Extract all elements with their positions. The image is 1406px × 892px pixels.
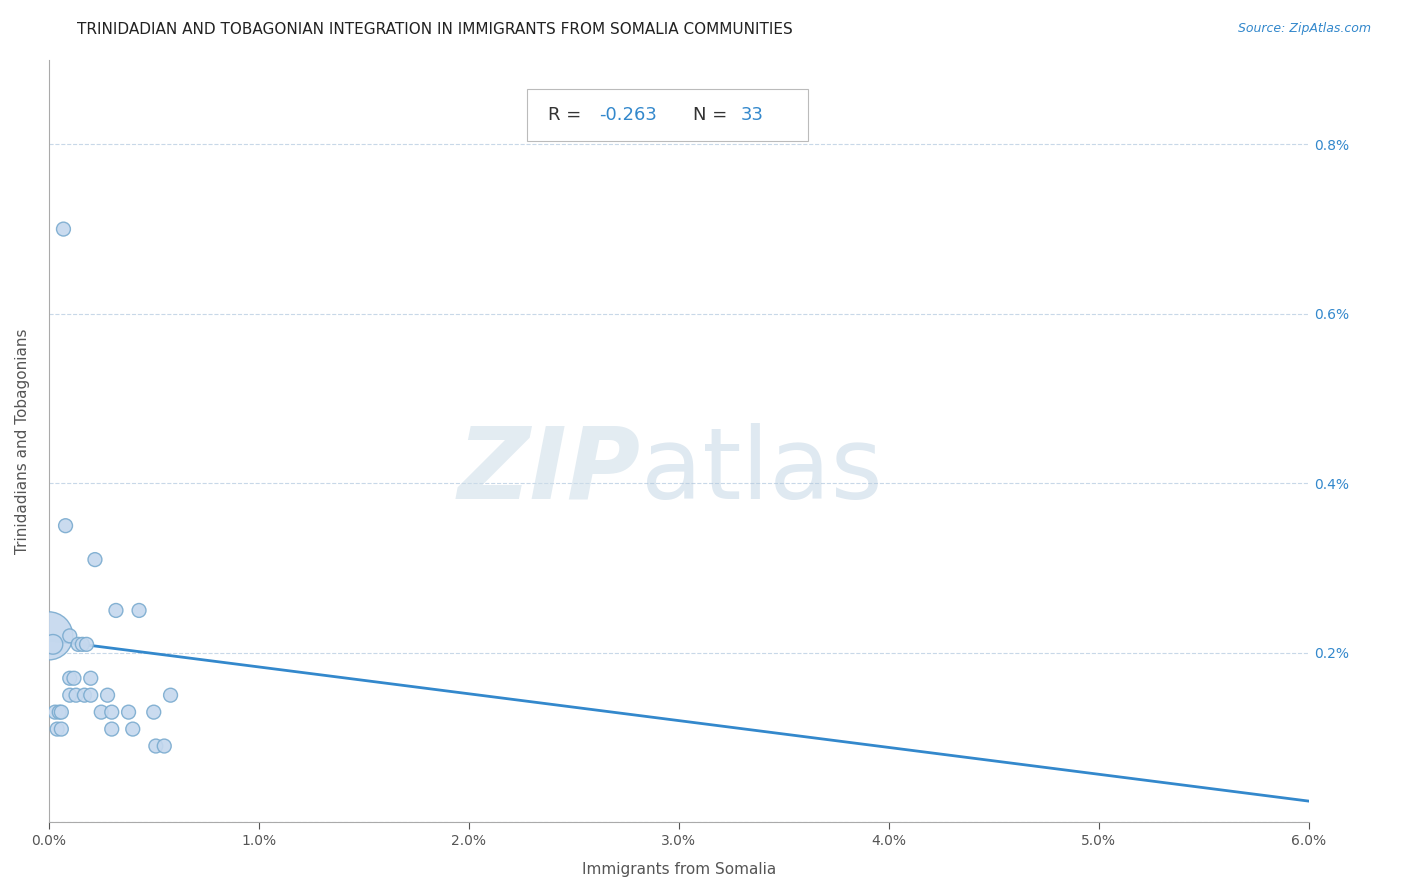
Point: [55, 518, 77, 533]
Point: [59, 688, 82, 702]
Point: [52, 222, 75, 236]
Point: [104, 603, 127, 617]
Point: [51, 722, 73, 736]
Text: TRINIDADIAN AND TOBAGONIAN INTEGRATION IN IMMIGRANTS FROM SOMALIA COMMUNITIES: TRINIDADIAN AND TOBAGONIAN INTEGRATION I…: [77, 22, 793, 37]
Point: [73, 688, 96, 702]
Point: [48, 705, 70, 719]
Point: [80, 688, 103, 702]
Text: -0.263: -0.263: [599, 106, 657, 124]
Point: [80, 671, 103, 685]
Text: R =: R =: [548, 106, 588, 124]
Point: [59, 629, 82, 643]
Point: [44, 705, 66, 719]
Text: Source: ZipAtlas.com: Source: ZipAtlas.com: [1237, 22, 1371, 36]
Point: [51, 705, 73, 719]
Point: [159, 688, 181, 702]
Point: [117, 705, 139, 719]
Point: [128, 603, 150, 617]
Point: [153, 739, 176, 753]
Point: [76, 637, 98, 651]
Point: [72, 637, 94, 651]
Point: [67, 637, 90, 651]
Text: 33: 33: [741, 106, 763, 124]
Point: [100, 722, 122, 736]
Point: [42, 637, 65, 651]
Point: [142, 705, 165, 719]
Point: [65, 688, 87, 702]
Point: [121, 722, 143, 736]
Point: [38, 629, 60, 643]
Point: [84, 552, 107, 566]
Y-axis label: Trinidadians and Tobagonians: Trinidadians and Tobagonians: [15, 328, 30, 554]
Text: atlas: atlas: [641, 423, 883, 520]
Point: [145, 739, 167, 753]
Point: [46, 722, 69, 736]
X-axis label: Immigrants from Somalia: Immigrants from Somalia: [582, 862, 776, 877]
Text: ZIP: ZIP: [458, 423, 641, 520]
Point: [96, 688, 118, 702]
Text: N =: N =: [693, 106, 733, 124]
Point: [59, 671, 82, 685]
Point: [63, 671, 86, 685]
Point: [100, 705, 122, 719]
Point: [90, 705, 112, 719]
